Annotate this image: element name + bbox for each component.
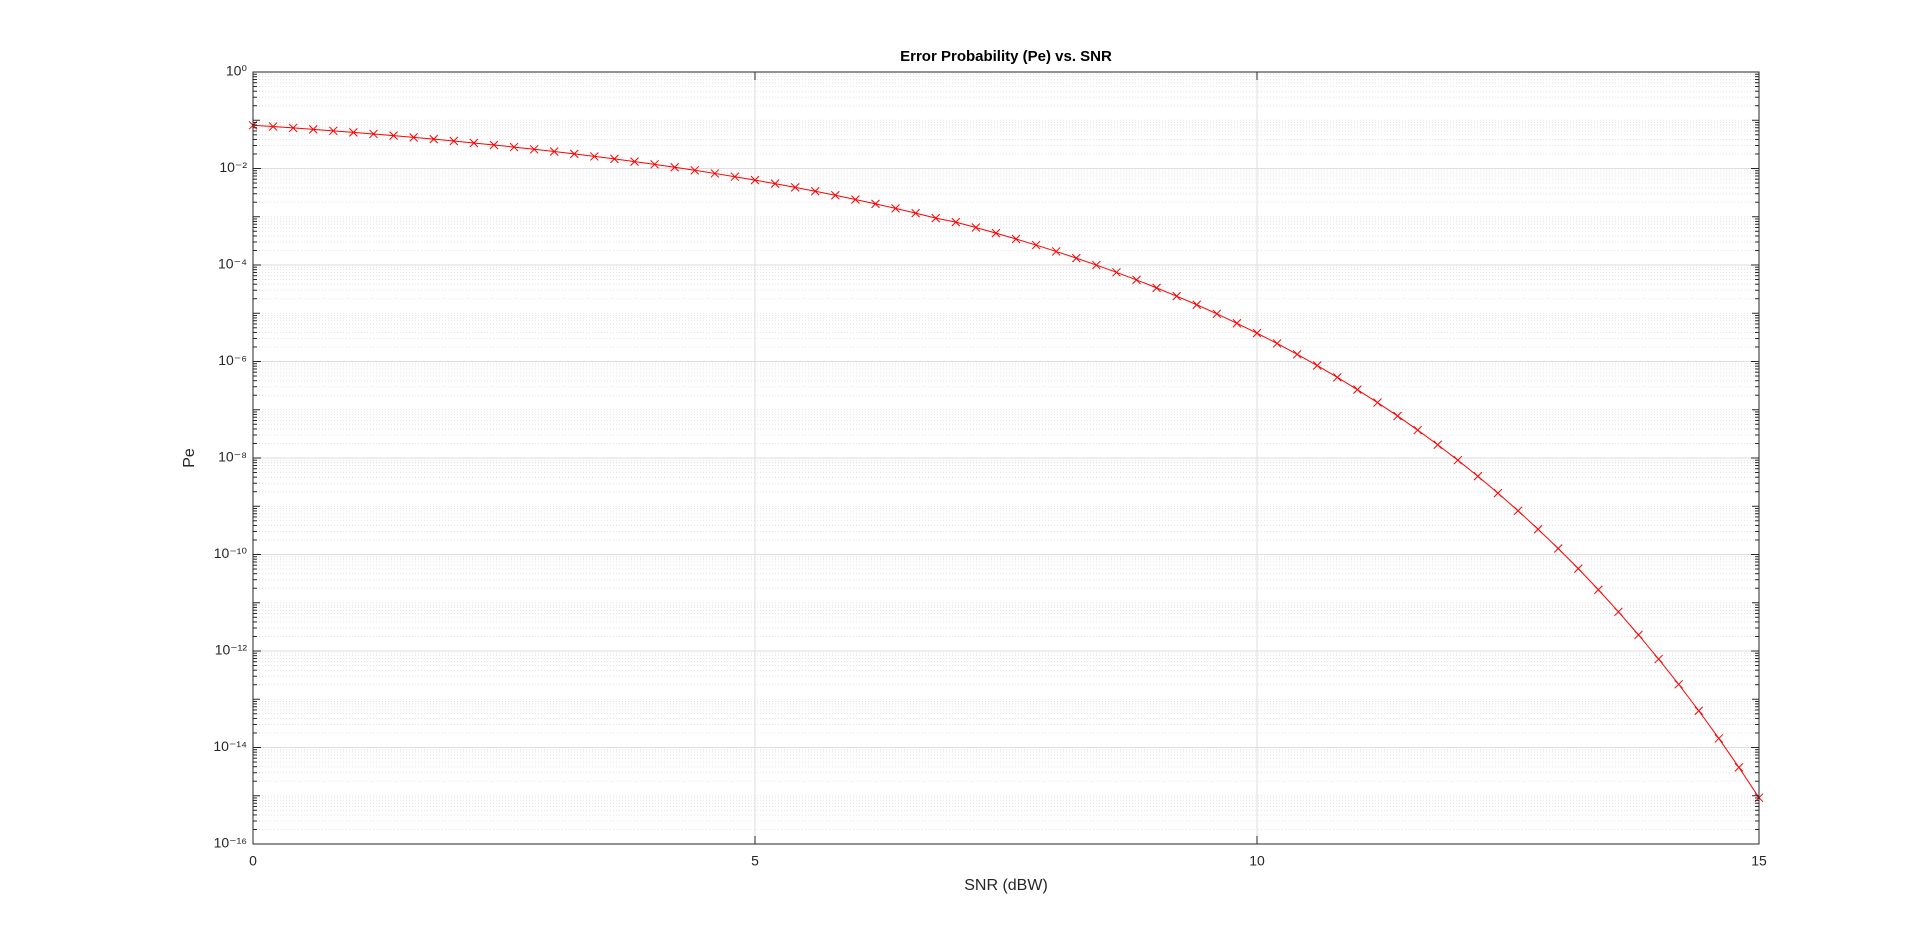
- marker: [1473, 471, 1483, 481]
- marker: [288, 123, 298, 133]
- marker: [569, 149, 579, 159]
- marker: [810, 186, 820, 196]
- marker: [1252, 328, 1262, 338]
- marker: [1112, 267, 1121, 277]
- marker: [469, 138, 479, 148]
- marker: [509, 142, 519, 152]
- marker: [1272, 339, 1282, 348]
- marker: [489, 140, 499, 150]
- x-tick-label: 0: [249, 853, 257, 869]
- y-tick-label: 10⁻¹²: [215, 642, 248, 658]
- marker: [1332, 372, 1342, 382]
- marker: [1292, 349, 1302, 359]
- marker: [308, 124, 318, 134]
- y-axis-label: Pe: [181, 448, 198, 468]
- marker: [1011, 234, 1021, 244]
- marker: [911, 208, 920, 218]
- marker: [1172, 291, 1182, 301]
- marker: [610, 154, 619, 164]
- marker: [1353, 385, 1362, 395]
- y-tick-label: 10⁻⁸: [218, 449, 247, 465]
- marker: [1453, 455, 1463, 465]
- marker: [1212, 309, 1222, 319]
- marker: [871, 199, 880, 209]
- grid-layer: [252, 71, 1760, 845]
- marker: [549, 147, 559, 156]
- marker: [851, 195, 860, 204]
- marker: [650, 159, 659, 169]
- marker: [1634, 630, 1643, 640]
- marker: [529, 144, 539, 154]
- marker: [369, 129, 378, 139]
- marker: [690, 165, 700, 175]
- marker: [1654, 654, 1663, 664]
- marker: [770, 179, 780, 189]
- y-tick-label: 10⁻¹⁰: [214, 545, 248, 561]
- marker: [991, 228, 1001, 238]
- marker: [590, 152, 599, 161]
- marker: [931, 213, 941, 223]
- marker: [630, 157, 639, 166]
- marker: [389, 131, 398, 140]
- x-tick-label: 10: [1249, 853, 1265, 869]
- plot-layer: [248, 120, 1764, 803]
- x-tick-label: 15: [1751, 853, 1767, 869]
- marker: [1573, 564, 1583, 574]
- marker: [268, 122, 278, 131]
- marker: [1513, 506, 1523, 516]
- marker: [409, 133, 418, 142]
- marker: [891, 204, 900, 213]
- x-tick-label: 5: [751, 853, 759, 869]
- marker: [1734, 763, 1744, 772]
- marker: [1614, 607, 1623, 617]
- marker: [328, 126, 338, 136]
- series-line: [252, 124, 1760, 798]
- marker: [1533, 524, 1543, 534]
- marker: [1553, 544, 1563, 553]
- marker: [1373, 398, 1382, 407]
- marker: [449, 136, 459, 146]
- marker: [750, 175, 760, 185]
- y-tick-label: 10⁰: [226, 63, 248, 79]
- marker: [1051, 247, 1061, 256]
- marker: [1433, 440, 1443, 450]
- marker: [1393, 411, 1402, 421]
- marker: [1493, 488, 1503, 498]
- marker: [951, 217, 961, 227]
- marker: [1031, 240, 1041, 250]
- y-tick-label: 10⁻⁶: [218, 352, 247, 368]
- marker: [1714, 734, 1724, 743]
- marker: [429, 134, 439, 144]
- y-tick-label: 10⁻⁴: [218, 256, 247, 272]
- marker: [670, 162, 680, 172]
- marker: [1152, 283, 1161, 293]
- marker: [1132, 275, 1141, 285]
- marker: [790, 183, 800, 192]
- y-tick-label: 10⁻¹⁴: [213, 738, 247, 754]
- axes-box: [252, 71, 1760, 845]
- marker: [1232, 318, 1242, 328]
- axes-layer: 10⁻¹⁶ 10⁻¹⁴ 10⁻¹² 10⁻¹⁰ 10⁻⁸ 10⁻⁶ 10⁻⁴ 10⁻² 10⁰ 0…: [213, 63, 1767, 869]
- marker: [730, 172, 740, 182]
- y-tick-label: 10⁻²: [219, 159, 247, 175]
- marker: [1674, 679, 1684, 689]
- marker: [1312, 361, 1322, 370]
- marker: [1413, 425, 1422, 435]
- marker: [710, 169, 720, 178]
- marker: [971, 223, 981, 232]
- marker: [1694, 706, 1704, 716]
- x-axis-label: SNR (dBW): [964, 877, 1048, 894]
- marker: [830, 190, 840, 200]
- marker: [349, 128, 358, 137]
- y-tick-label: 10⁻¹⁶: [214, 835, 247, 851]
- marker: [1092, 260, 1101, 270]
- chart-title: Error Probability (Pe) vs. SNR: [900, 48, 1112, 65]
- marker: [1594, 585, 1603, 595]
- marker: [1192, 300, 1202, 310]
- marker: [1071, 253, 1081, 263]
